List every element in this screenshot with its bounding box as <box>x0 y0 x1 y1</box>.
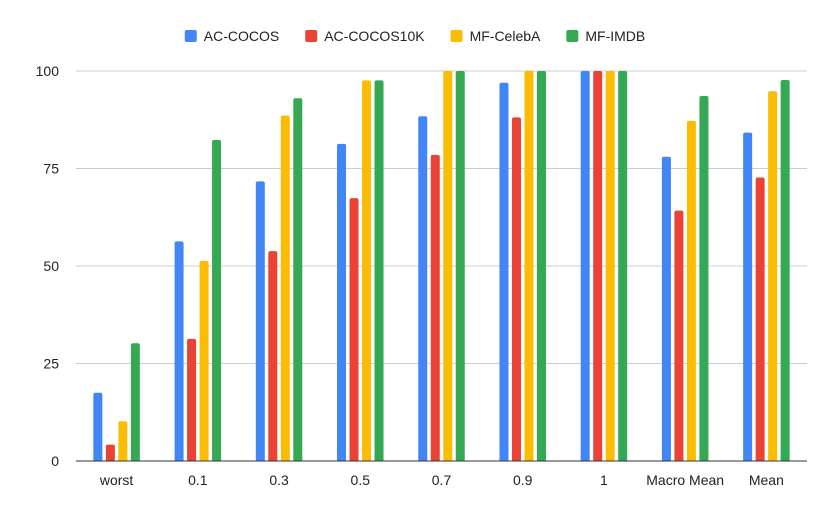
grid-lines <box>76 70 807 364</box>
legend-swatch <box>566 30 579 42</box>
bar-mf-celeba-0-3 <box>280 115 290 462</box>
bar-mf-imdb-0-9 <box>536 71 546 461</box>
bar-mf-celeba-0-9 <box>524 71 534 461</box>
x-tick-label: 1 <box>600 472 608 488</box>
bar-mf-imdb-mean <box>780 79 790 461</box>
bar-ac-cocos-worst <box>93 392 103 461</box>
legend-label: AC-COCOS10K <box>324 28 425 44</box>
y-tick-label: 50 <box>43 258 59 274</box>
x-tick-label: worst <box>99 472 134 488</box>
y-tick-label: 100 <box>36 63 60 79</box>
bar-ac-cocos10k-mean <box>755 177 765 461</box>
legend-label: AC-COCOS <box>204 28 279 44</box>
legend-swatch <box>184 30 197 42</box>
bar-mf-celeba-0-1 <box>199 260 209 461</box>
legend-item-ac-cocos10k: AC-COCOS10K <box>305 28 425 44</box>
bar-mf-imdb-0-7 <box>455 71 465 461</box>
bar-ac-cocos10k-macro-mean <box>674 210 684 461</box>
x-tick-label: 0.5 <box>351 472 371 488</box>
bar-ac-cocos10k-0-1 <box>187 338 197 461</box>
bar-ac-cocos-0-9 <box>499 82 509 461</box>
legend-label: MF-IMDB <box>585 28 645 44</box>
bar-mf-imdb-0-1 <box>212 140 222 461</box>
bar-mf-imdb-0-5 <box>374 80 384 462</box>
bar-ac-cocos-0-7 <box>418 116 428 462</box>
bars <box>93 71 790 462</box>
bar-mf-celeba-0-7 <box>443 71 453 461</box>
bar-ac-cocos10k-worst <box>105 444 115 461</box>
legend-label: MF-CelebA <box>470 28 541 44</box>
bar-ac-cocos-0-1 <box>174 241 184 461</box>
y-axis-ticks: 0 25 50 75 100 <box>36 63 60 469</box>
legend-swatch <box>305 30 318 42</box>
x-tick-label: Mean <box>749 472 784 488</box>
bar-mf-celeba-0-5 <box>362 80 372 462</box>
y-tick-label: 25 <box>43 356 59 372</box>
x-tick-label: 0.7 <box>432 472 452 488</box>
bar-ac-cocos10k-0-9 <box>511 117 521 461</box>
x-tick-label: 0.1 <box>188 472 208 488</box>
x-tick-label: 0.9 <box>513 472 533 488</box>
y-tick-label: 75 <box>43 161 59 177</box>
bar-mf-imdb-macro-mean <box>699 95 709 462</box>
bar-mf-celeba-mean <box>768 91 778 461</box>
x-axis-ticks: worst 0.1 0.3 0.5 0.7 0.9 1 Macro Mean Mean <box>99 472 784 488</box>
bar-ac-cocos10k-0-7 <box>430 154 440 461</box>
x-tick-label: Macro Mean <box>646 472 724 488</box>
bar-mf-imdb-worst <box>130 343 140 461</box>
bar-ac-cocos-mean <box>743 132 753 461</box>
bar-mf-celeba-macro-mean <box>686 120 696 462</box>
x-tick-label: 0.3 <box>269 472 289 488</box>
bar-ac-cocos10k-0-5 <box>349 198 359 461</box>
bar-ac-cocos-macro-mean <box>661 156 671 462</box>
bar-mf-celeba-1 <box>605 71 615 461</box>
bar-mf-imdb-1 <box>618 71 628 461</box>
bar-mf-imdb-0-3 <box>293 98 303 462</box>
bar-ac-cocos-0-3 <box>255 181 265 461</box>
legend-item-mf-celeba: MF-CelebA <box>450 28 541 44</box>
legend-swatch <box>450 30 463 42</box>
legend-item-ac-cocos: AC-COCOS <box>184 28 279 44</box>
bar-ac-cocos-0-5 <box>337 143 347 461</box>
bar-ac-cocos10k-0-3 <box>268 251 278 461</box>
bar-ac-cocos-1 <box>580 71 590 461</box>
bar-mf-celeba-worst <box>118 421 128 461</box>
legend: AC-COCOS AC-COCOS10K MF-CelebA MF-IMDB <box>184 28 645 44</box>
y-tick-label: 0 <box>51 453 59 469</box>
bar-ac-cocos10k-1 <box>593 71 603 461</box>
legend-item-mf-imdb: MF-IMDB <box>566 28 645 44</box>
